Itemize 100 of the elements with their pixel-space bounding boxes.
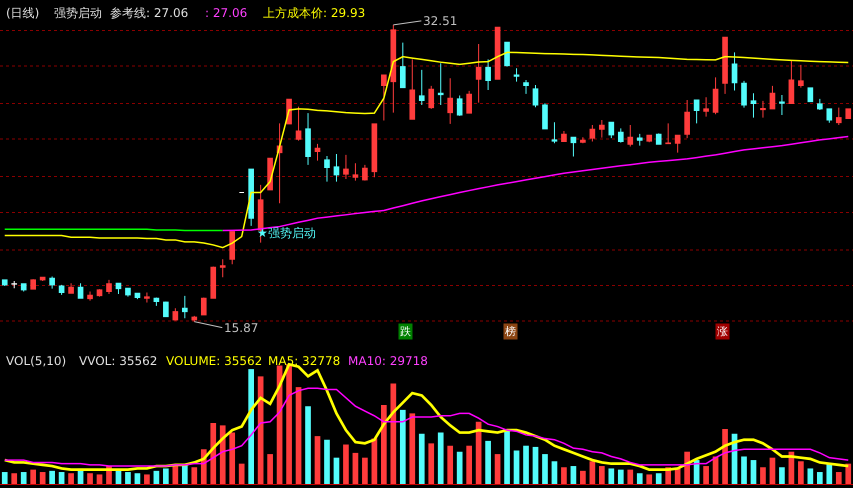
bar (779, 467, 785, 484)
candlestick (20, 283, 27, 292)
bar (49, 470, 55, 484)
annotation: 15.87 (224, 321, 258, 335)
candlestick (87, 290, 93, 302)
bar (229, 432, 236, 484)
candlestick (570, 136, 576, 157)
bar (409, 413, 416, 484)
candlestick (296, 106, 302, 142)
bar (456, 452, 463, 484)
bar (608, 468, 614, 484)
bar (324, 440, 330, 484)
bar (646, 474, 652, 484)
candlestick (30, 278, 36, 290)
candlestick (210, 266, 216, 299)
candlestick (836, 107, 842, 126)
bar (428, 443, 434, 484)
bar (552, 461, 558, 484)
bar (798, 461, 804, 484)
bar (476, 422, 482, 484)
candlestick (694, 99, 700, 124)
text: 强势启动 (54, 6, 102, 20)
candlestick (599, 119, 605, 138)
candlestick (324, 155, 330, 182)
candlestick (134, 292, 140, 300)
bar (258, 376, 264, 484)
bar (418, 434, 425, 484)
candlestick (618, 128, 624, 144)
candlestick (561, 130, 567, 142)
bar (523, 446, 529, 484)
bar (599, 466, 605, 484)
bar (816, 472, 823, 484)
candlestick (826, 108, 832, 124)
candlestick (741, 80, 747, 108)
candlestick (125, 288, 131, 298)
candlestick (636, 133, 643, 146)
bar (826, 464, 832, 484)
bar (514, 450, 520, 484)
candlestick (750, 92, 756, 118)
candlestick (788, 60, 794, 104)
candlestick (78, 282, 84, 299)
chart-title: (日线) (6, 6, 40, 20)
bar (154, 470, 160, 484)
bar (390, 384, 396, 484)
candlestick (314, 143, 320, 162)
bar (580, 470, 586, 484)
bar (182, 464, 188, 484)
candlestick (504, 42, 510, 68)
candlestick (732, 52, 738, 92)
candlestick (390, 24, 396, 114)
bar (125, 472, 131, 484)
candlestick (182, 295, 188, 319)
annotation: VVOL: 35562 (79, 354, 158, 368)
candlestick (523, 80, 529, 94)
bar (20, 472, 27, 484)
candlestick (779, 94, 785, 116)
bar (570, 466, 576, 484)
bar (96, 474, 102, 484)
bar (741, 456, 747, 484)
candlestick (590, 124, 596, 142)
candlestick (532, 84, 538, 108)
bar (722, 428, 728, 484)
candlestick (438, 62, 444, 106)
candlestick (116, 282, 122, 294)
candlestick (334, 154, 340, 182)
candlestick (163, 300, 169, 318)
candlestick (400, 42, 406, 88)
candlestick (343, 154, 349, 180)
bar (750, 460, 756, 484)
candlestick (845, 108, 852, 120)
bar (845, 464, 852, 484)
annotation: MA10: 29718 (348, 354, 428, 368)
bar (134, 473, 140, 484)
bar (760, 467, 766, 484)
candlestick (627, 124, 634, 148)
candlestick (494, 26, 500, 80)
candlestick (381, 74, 387, 121)
candlestick (154, 297, 160, 306)
bar (447, 446, 454, 484)
bar (590, 461, 596, 484)
candlestick (817, 98, 823, 110)
bar (58, 472, 64, 484)
annotation: 32.51 (423, 14, 458, 28)
bar (636, 473, 643, 484)
candlestick (608, 122, 614, 139)
bar (836, 472, 842, 484)
bar (11, 473, 18, 484)
candlestick (476, 44, 482, 104)
candlestick (96, 288, 102, 298)
candlestick (352, 162, 358, 182)
candlestick (770, 85, 776, 110)
bar (172, 466, 178, 484)
bar (30, 470, 36, 484)
bar (163, 468, 169, 484)
candlestick (514, 68, 520, 82)
candlestick (172, 308, 178, 322)
candlestick (808, 87, 814, 102)
bar (2, 472, 8, 484)
bar (248, 369, 254, 484)
candlestick (656, 132, 662, 145)
